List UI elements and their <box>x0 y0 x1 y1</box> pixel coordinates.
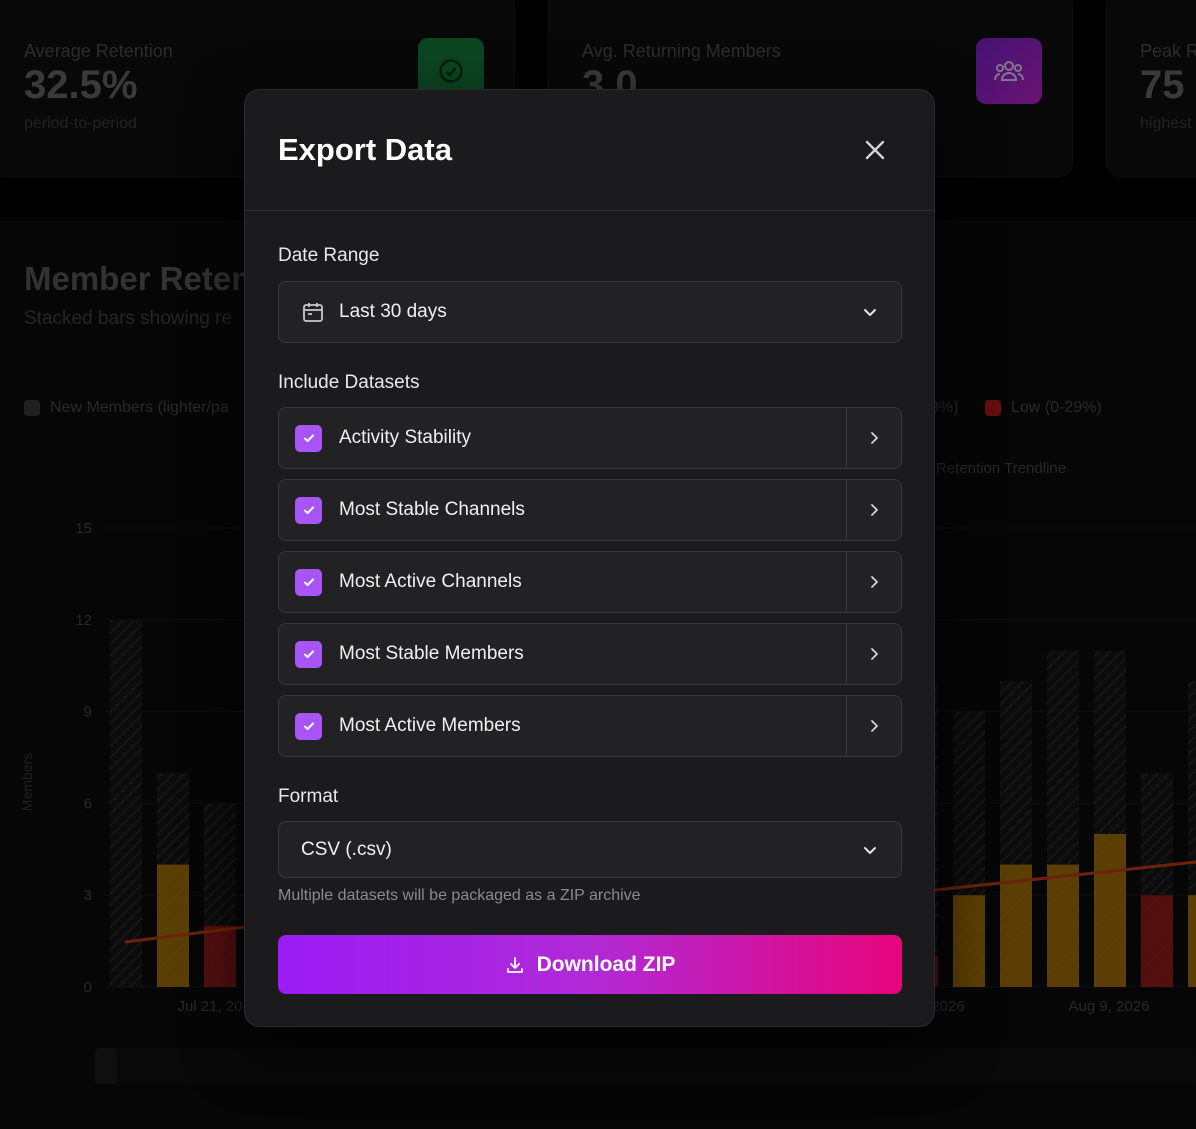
trendline-left <box>124 925 246 944</box>
dataset-checkbox[interactable] <box>295 568 322 596</box>
dataset-checkbox[interactable] <box>295 424 322 452</box>
scrollbar-thumb[interactable] <box>95 1048 117 1084</box>
date-range-select[interactable]: Last 30 days <box>278 281 902 343</box>
bar-retained <box>204 925 236 987</box>
chevron-right-icon <box>871 576 878 588</box>
date-range-value: Last 30 days <box>339 301 447 322</box>
stat-value: 75 <box>1140 63 1185 107</box>
legend-label: Low (0-29%) <box>1011 399 1102 416</box>
y-tick-label: 12 <box>75 612 92 629</box>
dataset-label: Most Active Members <box>339 715 521 736</box>
chevron-down-icon <box>861 841 879 859</box>
chevron-down-icon <box>861 303 879 321</box>
modal-header: Export Data <box>245 90 934 211</box>
y-tick-label: 3 <box>84 887 92 904</box>
check-icon <box>303 578 314 587</box>
y-axis-label: Members <box>19 753 35 811</box>
bar-retained <box>1188 895 1196 987</box>
dataset-expand-button[interactable] <box>846 480 901 540</box>
dataset-checkbox[interactable] <box>295 640 322 668</box>
dataset-row-most-active-members[interactable]: Most Active Members <box>278 695 902 757</box>
dataset-expand-button[interactable] <box>846 408 901 468</box>
dataset-label: Most Active Channels <box>339 571 522 592</box>
legend-item-new-members[interactable]: New Members (lighter/pa <box>24 399 229 417</box>
x-tick-label: Aug 9, 2026 <box>1069 998 1150 1015</box>
download-icon <box>506 956 523 973</box>
dataset-checkbox[interactable] <box>295 496 322 524</box>
y-tick-label: 6 <box>84 795 92 812</box>
download-label: Download ZIP <box>536 952 676 976</box>
download-zip-button[interactable]: Download ZIP <box>278 935 902 994</box>
bar-total <box>110 619 142 987</box>
zip-hint: Multiple datasets will be packaged as a … <box>278 887 641 904</box>
dataset-checkbox[interactable] <box>295 712 322 740</box>
calendar-icon <box>303 303 323 322</box>
chart-scrollbar[interactable] <box>95 1048 1196 1084</box>
dataset-row-activity-stability[interactable]: Activity Stability <box>278 407 902 469</box>
bar-retained <box>1141 895 1173 987</box>
bar-retained <box>953 895 985 987</box>
bar-retained <box>1094 834 1126 987</box>
check-icon <box>303 434 314 443</box>
dataset-row-most-stable-channels[interactable]: Most Stable Channels <box>278 479 902 541</box>
legend-label: 9%) <box>930 399 959 416</box>
chevron-right-icon <box>871 432 878 444</box>
legend-item-low[interactable]: Low (0-29%) <box>985 399 1102 417</box>
stat-sub: period-to-period <box>24 115 137 132</box>
y-tick-label: 9 <box>84 704 92 721</box>
check-icon <box>303 722 314 731</box>
bar-retained <box>1000 864 1032 987</box>
stat-value: 32.5% <box>24 63 138 107</box>
check-icon <box>303 650 314 659</box>
users-icon <box>976 38 1042 104</box>
dataset-expand-button[interactable] <box>846 552 901 612</box>
trendline-label: Retention Trendline <box>936 460 1067 477</box>
bar-total <box>1188 681 1196 987</box>
legend-swatch <box>24 400 40 416</box>
stat-label: Peak R <box>1140 41 1196 61</box>
format-label: Format <box>278 786 339 807</box>
dataset-row-most-stable-members[interactable]: Most Stable Members <box>278 623 902 685</box>
date-range-label: Date Range <box>278 245 380 266</box>
close-button[interactable] <box>858 133 892 167</box>
stat-card-peak: Peak R 75 highest <box>1106 0 1196 177</box>
chart-subtitle: Stacked bars showing re <box>24 308 233 329</box>
stat-label: Average Retention <box>24 41 173 61</box>
chevron-right-icon <box>871 504 878 516</box>
stat-sub: highest <box>1140 115 1192 132</box>
legend-swatch <box>985 400 1001 416</box>
modal-title: Export Data <box>278 132 452 167</box>
check-icon <box>303 506 314 515</box>
dataset-expand-button[interactable] <box>846 696 901 756</box>
bar-retained <box>157 864 189 987</box>
close-icon <box>865 140 885 160</box>
x-tick-label: Jul 21, 20 <box>177 998 242 1015</box>
legend-label: New Members (lighter/pa <box>50 399 229 416</box>
dataset-label: Most Stable Members <box>339 643 524 664</box>
y-tick-label: 0 <box>84 979 92 996</box>
x-tick-label: 2026 <box>931 998 964 1015</box>
stat-label: Avg. Returning Members <box>582 41 781 61</box>
format-value: CSV (.csv) <box>301 838 392 860</box>
dataset-label: Activity Stability <box>339 427 471 448</box>
chevron-right-icon <box>871 648 878 660</box>
format-select[interactable]: CSV (.csv) <box>278 821 902 878</box>
export-data-modal: Export Data Date Range Last 30 days Incl… <box>244 89 935 1027</box>
datasets-label: Include Datasets <box>278 372 420 393</box>
dataset-label: Most Stable Channels <box>339 499 525 520</box>
bar-retained <box>1047 864 1079 987</box>
chevron-right-icon <box>871 720 878 732</box>
legend-item-partial[interactable]: 9%) <box>930 399 958 417</box>
chart-title: Member Reten <box>24 260 252 297</box>
dataset-expand-button[interactable] <box>846 624 901 684</box>
dataset-row-most-active-channels[interactable]: Most Active Channels <box>278 551 902 613</box>
y-tick-label: 15 <box>75 520 92 537</box>
trendline-right <box>934 860 1196 892</box>
